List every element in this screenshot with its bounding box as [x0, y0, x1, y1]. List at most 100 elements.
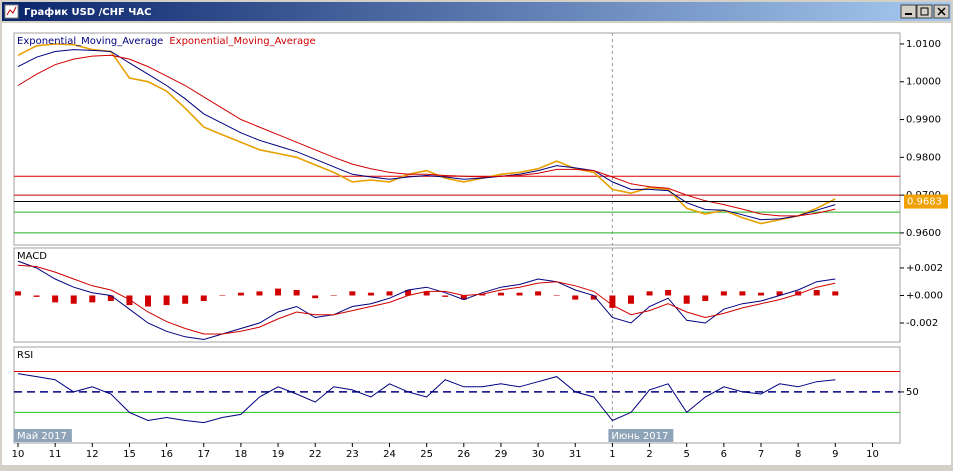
x-tick-label: 5 — [684, 449, 690, 460]
histogram-bar — [126, 295, 133, 306]
histogram-bar — [107, 295, 114, 301]
legend-entry: Exponential_Moving_Average — [17, 36, 163, 47]
series-line — [17, 264, 836, 335]
panel — [13, 346, 901, 444]
histogram-bar — [423, 291, 430, 296]
series-line — [17, 49, 836, 221]
histogram-bar — [330, 295, 337, 296]
histogram-bar — [349, 291, 356, 296]
x-tick-label: 23 — [346, 449, 359, 460]
histogram-bar — [237, 292, 244, 296]
histogram-bar — [720, 291, 727, 296]
current-price-label: 0.9683 — [907, 197, 942, 208]
x-tick-label: 10 — [12, 449, 25, 460]
histogram-bar — [182, 295, 189, 304]
maximize-glyph — [920, 7, 929, 16]
x-tick-label: 7 — [758, 449, 764, 460]
histogram-bar — [535, 291, 542, 296]
x-tick-label: 8 — [795, 449, 801, 460]
histogram-bar — [163, 295, 170, 306]
x-tick-label: 16 — [160, 449, 173, 460]
title-bar — [2, 2, 951, 21]
x-tick-label: 25 — [420, 449, 433, 460]
histogram-bar — [145, 295, 152, 307]
histogram-bar — [312, 295, 319, 299]
x-tick-label: 19 — [272, 449, 285, 460]
series-line — [17, 43, 836, 225]
histogram-bar — [553, 295, 560, 296]
histogram-bar — [646, 291, 653, 296]
x-tick-label: 1 — [609, 449, 615, 460]
histogram-bar — [497, 292, 504, 296]
histogram-bar — [776, 291, 783, 296]
histogram-bar — [367, 292, 374, 296]
histogram-bar — [758, 292, 764, 296]
x-tick-label: 15 — [123, 449, 136, 460]
histogram-bar — [275, 288, 282, 296]
histogram-bar — [832, 291, 839, 296]
y-tick-label: +0.002 — [906, 263, 943, 274]
x-tick-label: 9 — [832, 449, 838, 460]
window-icon-line — [6, 6, 17, 16]
y-tick-label: 0.9800 — [906, 152, 941, 163]
histogram-bar — [460, 295, 467, 300]
histogram-bar — [739, 291, 746, 296]
histogram-bar — [52, 295, 59, 303]
panel-title: RSI — [17, 350, 33, 361]
x-tick-label: 22 — [309, 449, 322, 460]
x-tick-label: 31 — [569, 449, 582, 460]
period-label: Июнь 2017 — [611, 431, 668, 442]
maximize-button[interactable] — [916, 4, 933, 19]
panel — [13, 247, 901, 343]
x-tick-label: 18 — [235, 449, 248, 460]
x-tick-label: 12 — [86, 449, 99, 460]
y-tick-label: 1.0100 — [906, 39, 941, 50]
histogram-bar — [683, 295, 690, 304]
histogram-bar — [813, 289, 820, 296]
series-line — [17, 260, 836, 341]
y-tick-label: -0.002 — [906, 318, 938, 329]
x-tick-label: 29 — [495, 449, 508, 460]
histogram-bar — [572, 295, 579, 300]
histogram-bar — [33, 295, 40, 297]
histogram-bar — [516, 292, 523, 296]
close-glyph — [937, 7, 946, 16]
x-tick-label: 6 — [721, 449, 727, 460]
x-tick-label: 2 — [646, 449, 652, 460]
histogram-bar — [293, 289, 300, 296]
panel-title: MACD — [17, 251, 47, 262]
x-tick-label: 30 — [532, 449, 545, 460]
x-tick-label: 10 — [866, 449, 879, 460]
histogram-bar — [405, 289, 412, 296]
minimize-button[interactable] — [900, 4, 917, 19]
histogram-bar — [479, 294, 486, 296]
y-tick-label: 1.0000 — [906, 77, 941, 88]
histogram-bar — [609, 295, 616, 308]
histogram-bar — [442, 295, 449, 297]
histogram-bar — [15, 291, 21, 296]
y-tick-label: +0.000 — [906, 290, 943, 301]
histogram-bar — [795, 291, 802, 296]
histogram-bar — [89, 295, 96, 303]
x-tick-label: 17 — [197, 449, 210, 460]
panel — [13, 32, 901, 246]
histogram-bar — [590, 295, 597, 300]
y-tick-label: 0.9600 — [906, 228, 941, 239]
window-buttons[interactable] — [900, 4, 950, 19]
legend-entry: Exponential_Moving_Average — [169, 36, 315, 47]
period-label-box — [608, 429, 674, 442]
window-title: График USD /CHF ЧАС — [24, 6, 151, 18]
series-line — [17, 54, 836, 217]
y-tick-label: 50 — [906, 387, 919, 398]
period-label-box — [14, 429, 72, 442]
x-tick-label: 26 — [457, 449, 470, 460]
histogram-bar — [200, 295, 207, 301]
histogram-bar — [256, 291, 263, 296]
histogram-bar — [386, 291, 393, 296]
x-tick-label: 11 — [49, 449, 62, 460]
histogram-bar — [219, 295, 226, 296]
y-tick-label: 0.9900 — [906, 115, 941, 126]
period-label: Май 2017 — [17, 431, 67, 442]
current-price-box — [904, 194, 948, 209]
